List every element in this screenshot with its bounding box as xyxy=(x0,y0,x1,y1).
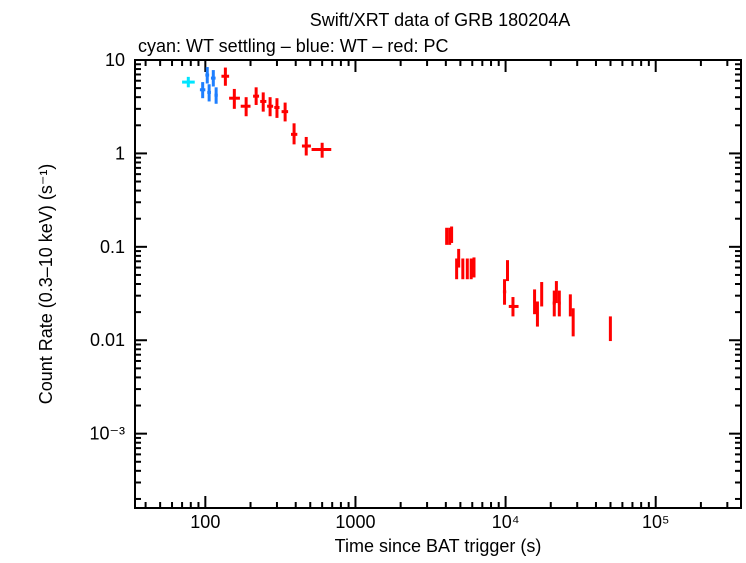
data-point xyxy=(210,70,216,87)
data-point xyxy=(557,290,561,317)
x-axis-label: Time since BAT trigger (s) xyxy=(335,536,542,556)
data-point xyxy=(455,258,459,280)
data-point xyxy=(267,97,274,117)
data-point xyxy=(445,227,449,245)
data-point xyxy=(311,142,332,158)
chart-title: Swift/XRT data of GRB 180204A xyxy=(310,10,570,30)
data-point xyxy=(608,316,612,342)
data-point xyxy=(568,294,572,317)
data-point xyxy=(506,260,510,282)
data-point xyxy=(301,136,311,156)
data-point xyxy=(207,84,211,102)
data-point xyxy=(281,102,289,122)
data-point xyxy=(274,98,280,118)
x-tick-label: 10⁴ xyxy=(492,512,520,532)
data-point xyxy=(253,87,260,105)
x-tick-label: 10⁵ xyxy=(642,512,669,532)
data-point xyxy=(571,308,575,337)
data-point xyxy=(508,297,519,317)
data-point xyxy=(199,82,206,99)
x-tick-label: 1000 xyxy=(335,512,375,532)
data-point xyxy=(229,88,240,109)
data-point xyxy=(533,289,537,315)
data-point xyxy=(221,67,230,86)
data-point xyxy=(214,87,218,104)
data-point xyxy=(540,282,544,307)
chart-subtitle: cyan: WT settling – blue: WT – red: PC xyxy=(138,36,448,56)
data-point xyxy=(461,258,465,280)
y-tick-label: 10⁻³ xyxy=(89,424,125,444)
plot-frame xyxy=(134,59,742,509)
x-tick-label: 100 xyxy=(190,512,220,532)
data-point xyxy=(290,123,298,145)
data-point xyxy=(469,258,473,280)
data-point xyxy=(182,76,195,88)
y-tick-label: 1 xyxy=(115,143,125,163)
data-point xyxy=(502,279,507,305)
data-point xyxy=(472,257,476,278)
y-tick-label: 10 xyxy=(105,50,125,70)
y-tick-label: 0.1 xyxy=(100,237,125,257)
data-point xyxy=(554,281,558,304)
y-tick-label: 0.01 xyxy=(90,330,125,350)
data-point xyxy=(205,67,210,84)
data-point xyxy=(535,301,539,327)
y-axis-label: Count Rate (0.3–10 keV) (s⁻¹) xyxy=(36,164,56,405)
data-point xyxy=(457,248,461,268)
data-point xyxy=(450,226,454,243)
data-point xyxy=(260,92,267,112)
data-point xyxy=(240,97,251,117)
data-point xyxy=(465,258,469,280)
